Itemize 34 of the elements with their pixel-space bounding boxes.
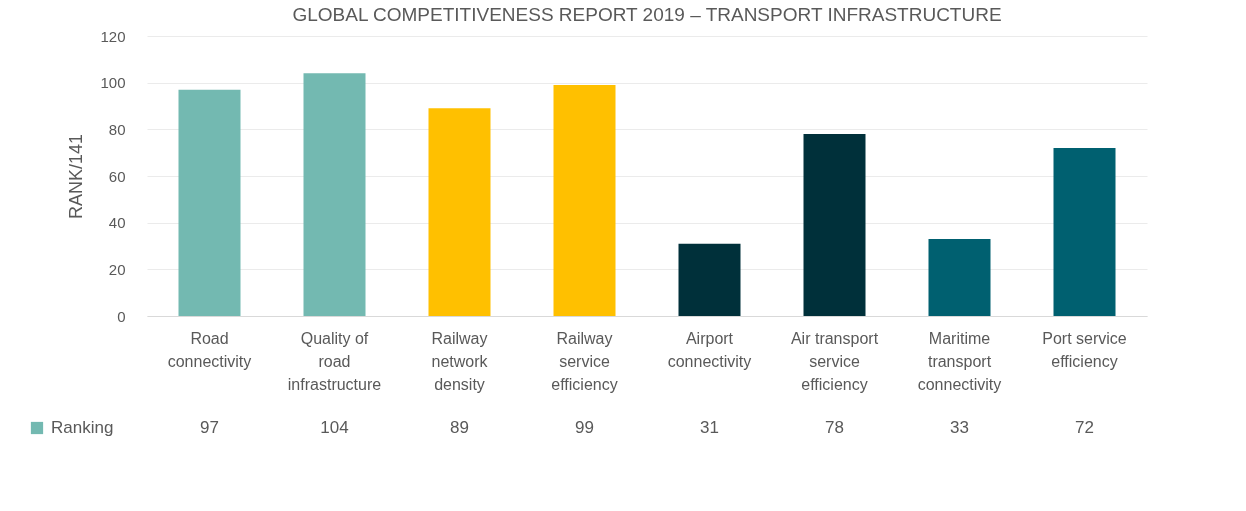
bar xyxy=(803,134,866,316)
bar xyxy=(928,239,991,316)
x-tick-label: Railway network density xyxy=(431,329,489,393)
x-tick-label: Quality of road infrastructure xyxy=(287,329,382,393)
data-label: 89 xyxy=(450,418,469,437)
data-label: 31 xyxy=(700,418,719,437)
x-tick-label: Airport connectivity xyxy=(667,329,752,370)
data-label: 104 xyxy=(320,418,349,437)
bar xyxy=(428,108,491,316)
bar xyxy=(678,243,741,316)
chart-title: GLOBAL COMPETITIVENESS REPORT 2019 – TRANSPORT INFRASTRUCTURE xyxy=(292,4,1002,25)
legend-label: Ranking xyxy=(51,418,114,437)
y-tick-label: 20 xyxy=(108,260,126,278)
data-label: 78 xyxy=(825,418,844,437)
x-tick-label: Air transport service efficiency xyxy=(790,329,879,393)
x-tick-label: Maritime transport connectivity xyxy=(917,329,1002,393)
bar xyxy=(1053,148,1116,316)
x-tick-label: Railway service efficiency xyxy=(551,329,618,393)
x-tick-label: Port service efficiency xyxy=(1042,329,1127,370)
bar xyxy=(303,73,366,316)
y-tick-label: 60 xyxy=(108,167,126,185)
x-tick-label: Road connectivity xyxy=(167,329,252,370)
data-label: 99 xyxy=(575,418,594,437)
data-label: 72 xyxy=(1075,418,1094,437)
y-axis-title: RANK/141 xyxy=(66,133,87,220)
bar xyxy=(553,85,616,316)
y-tick-label: 120 xyxy=(100,27,126,45)
y-tick-label: 40 xyxy=(108,214,126,232)
data-label: 97 xyxy=(200,418,219,437)
data-label: 33 xyxy=(950,418,969,437)
y-tick-label: 0 xyxy=(117,307,126,325)
y-tick-label: 80 xyxy=(108,120,126,138)
y-tick-label: 100 xyxy=(100,74,126,92)
bar xyxy=(178,89,241,316)
